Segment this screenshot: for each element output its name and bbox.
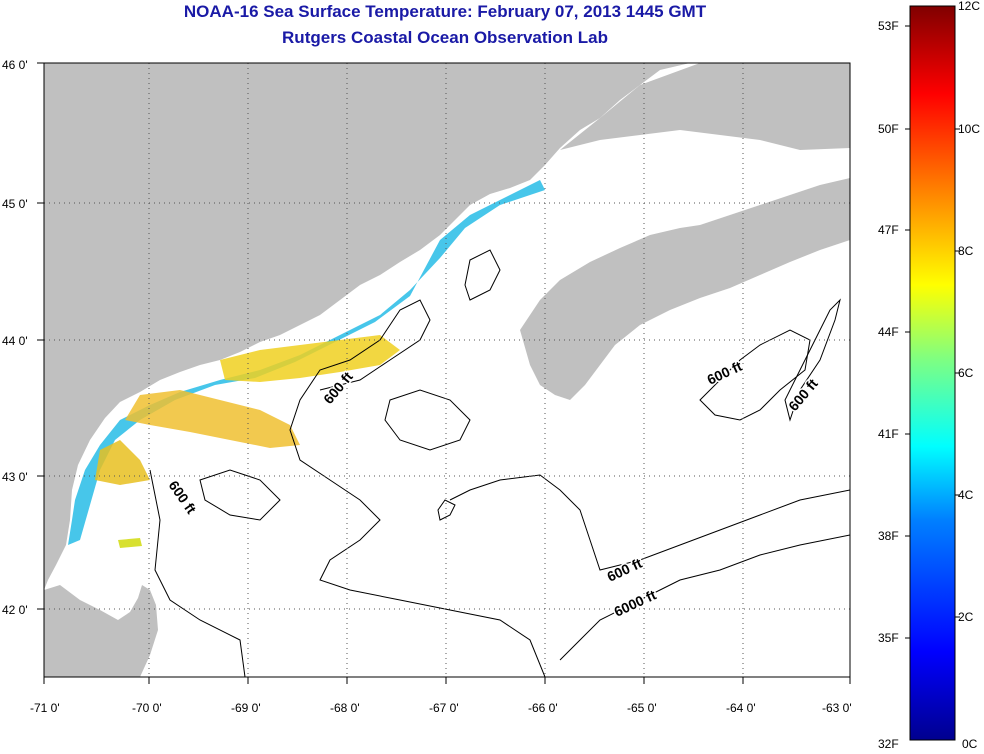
lon-tick-label: -64 0' <box>726 701 756 715</box>
sst-coastal-cold-band <box>68 180 545 545</box>
lon-tick-label: -70 0' <box>132 701 162 715</box>
colorbar-f-label: 53F <box>878 19 899 33</box>
colorbar-c-label: 10C <box>958 122 980 136</box>
colorbar-c-label: 2C <box>958 610 974 624</box>
lat-tick-label: 44 0' <box>2 334 28 348</box>
lon-tick-label: -65 0' <box>627 701 657 715</box>
colorbar-f-label: 44F <box>878 325 899 339</box>
lat-tick-label: 45 0' <box>2 197 28 211</box>
colorbar-f-label: 47F <box>878 223 899 237</box>
bathymetry-contours <box>149 249 850 677</box>
lon-tick-label: -71 0' <box>30 701 60 715</box>
map-area: 600 ft 600 ft 600 ft 600 ft 600 ft 6000 … <box>44 63 850 677</box>
lat-tick-label: 46 0' <box>2 58 28 72</box>
colorbar-f-label: 50F <box>878 122 899 136</box>
latitude-axis: 46 0' 45 0' 44 0' 43 0' 42 0' <box>2 58 28 617</box>
land-cape-cod <box>44 585 158 677</box>
lat-tick-label: 43 0' <box>2 470 28 484</box>
colorbar-c-label: 8C <box>958 244 974 258</box>
sst-warm-patch-3 <box>95 440 150 485</box>
colorbar-c-label: 0C <box>962 737 978 751</box>
land-new-brunswick <box>560 63 850 150</box>
longitude-axis: -71 0' -70 0' -69 0' -68 0' -67 0' -66 0… <box>30 701 852 715</box>
lon-tick-label: -63 0' <box>822 701 852 715</box>
colorbar-f-label: 41F <box>878 427 899 441</box>
axis-ticks <box>37 62 851 684</box>
lat-tick-label: 42 0' <box>2 603 28 617</box>
colorbar-c-label: 4C <box>958 488 974 502</box>
lon-tick-label: -66 0' <box>528 701 558 715</box>
map-title: NOAA-16 Sea Surface Temperature: Februar… <box>183 2 707 21</box>
sst-small-patch <box>118 538 142 548</box>
colorbar: 53F 50F 47F 44F 41F 38F 35F 32F 12C 10C … <box>878 0 980 751</box>
colorbar-f-label: 38F <box>878 529 899 543</box>
colorbar-f-label: 32F <box>878 737 899 751</box>
land-maine <box>44 63 850 590</box>
map-subtitle: Rutgers Coastal Ocean Observation Lab <box>282 28 608 47</box>
colorbar-gradient <box>909 5 956 741</box>
sst-warm-patch-2 <box>125 390 300 448</box>
colorbar-c-label: 12C <box>958 0 980 13</box>
sst-warm-patch-1 <box>220 335 400 382</box>
lon-tick-label: -67 0' <box>429 701 459 715</box>
colorbar-c-label: 6C <box>958 366 974 380</box>
land-nova-scotia <box>520 178 850 400</box>
lon-tick-label: -69 0' <box>231 701 261 715</box>
colorbar-f-label: 35F <box>878 631 899 645</box>
lon-tick-label: -68 0' <box>330 701 360 715</box>
map-frame <box>43 62 851 678</box>
